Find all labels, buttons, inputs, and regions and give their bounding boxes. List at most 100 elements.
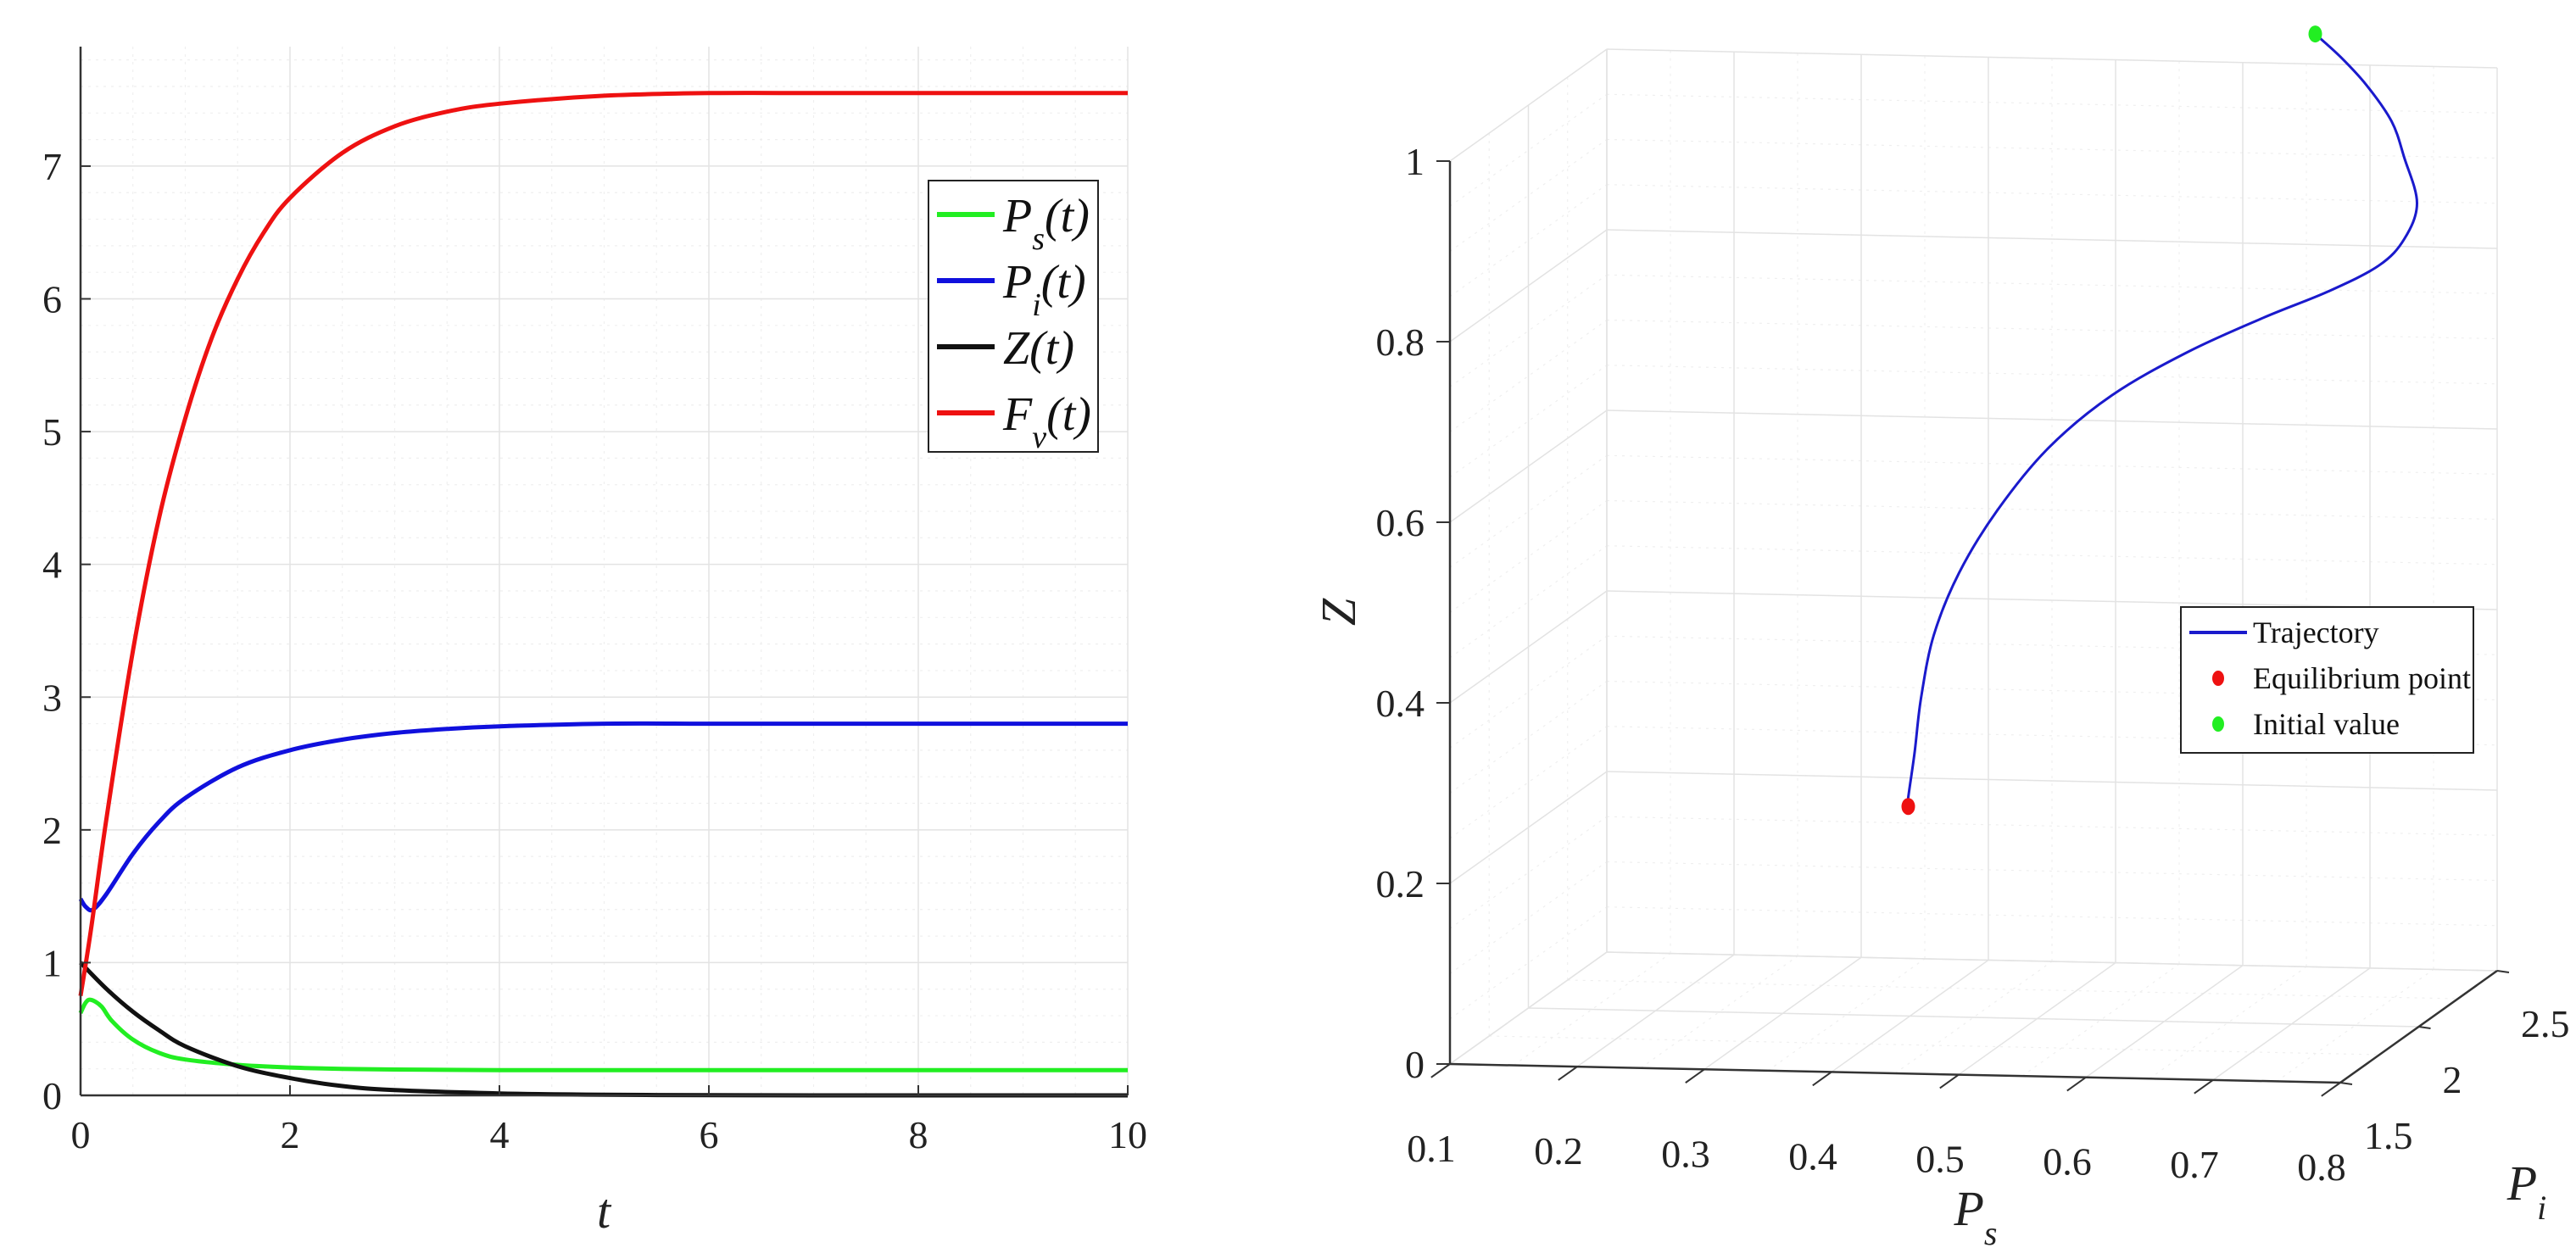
back-wall-minor-grid [1606,499,2498,521]
series-line-3 [78,91,1128,996]
floor-minor-grid [1640,955,1798,1069]
legend-label-3: Fv(t) [1002,388,1091,455]
ps-tick-mark [1685,1068,1705,1084]
back-wall-major-grid [1606,48,2498,69]
initial-value-marker [2308,25,2322,43]
ps-axis-label: Ps [1953,1181,1997,1252]
legend-box [928,180,1099,453]
ps-tick-label: 0.3 [1661,1132,1710,1175]
x-tick-label: 8 [909,1113,928,1156]
ps-tick-label: 0.4 [1788,1134,1837,1178]
y-tick-label: 6 [42,278,62,321]
3d-grid [1449,48,2498,1084]
side-wall-minor-grid [1449,500,1608,613]
legend3d-label-0: Trajectory [2253,616,2379,649]
ps-tick-label: 0.8 [2297,1145,2346,1189]
pi-tick-label: 2.5 [2521,1002,2570,1045]
3d-axes [1430,160,2510,1097]
y-tick-label: 5 [42,410,62,454]
floor-minor-grid [1489,1035,2380,1056]
x-tick-label: 0 [71,1113,91,1156]
3d-tick-labels: 0.1 0.2 0.3 0.4 0.5 0.6 0.7 0.8 1.5 2 2.5 0 0.2 0.4 0.… [1376,140,2570,1189]
3d-legend: Trajectory Equilibrium point Initial value [2180,606,2474,754]
floor-minor-grid [2276,968,2434,1082]
floor-minor-grid [1567,979,2458,1000]
side-wall-major-grid [1449,590,1608,704]
floor-minor-grid [1767,958,1926,1072]
legend3d-swatch-2 [2212,716,2224,732]
ps-tick-label: 0.1 [1407,1127,1456,1170]
ps-tick-mark [2321,1082,2341,1097]
back-wall-minor-grid [1606,319,2498,340]
ps-tick-label: 0.6 [2043,1140,2092,1184]
3d-axis-labels: Ps Pi Z [1311,598,2546,1251]
ps-tick-label: 0.5 [1915,1138,1965,1181]
side-wall-minor-grid [1449,320,1608,432]
side-wall-major-grid [1449,771,1608,884]
z-axis-label: Z [1311,598,1366,626]
pi-tick-mark [2339,1082,2353,1085]
ps-tick-mark [1939,1073,1960,1089]
pi-tick-label: 1.5 [2364,1114,2413,1157]
side-wall-minor-grid [1449,545,1608,659]
legend3d-label-2: Initial value [2253,707,2400,741]
back-wall-major-grid [1606,409,2498,430]
left-axes [79,47,1129,1097]
floor-major-grid [1528,1007,2419,1028]
ps-tick-label: 0.7 [2170,1143,2219,1186]
side-wall-major-grid [1449,409,1608,523]
y-tick-label: 7 [42,145,62,188]
legend3d-label-1: Equilibrium point [2253,661,2471,695]
x-tick-label: 6 [700,1113,719,1156]
x-tick-label: 2 [281,1113,300,1156]
series-line-0 [78,997,1128,1072]
side-wall-minor-grid [1449,726,1608,839]
ps-tick-label: 0.2 [1534,1129,1583,1173]
z-tick-label: 0.2 [1376,862,1425,905]
back-wall-minor-grid [1606,906,2498,927]
floor-minor-grid [1894,961,2053,1074]
floor-minor-grid [2021,963,2180,1077]
side-wall-major-grid [1449,951,1608,1065]
x-tick-label: 10 [1108,1113,1147,1156]
side-wall-minor-grid [1449,906,1608,1020]
back-wall-minor-grid [1606,816,2498,836]
x-tick-label: 4 [490,1113,510,1156]
back-wall-minor-grid [1606,184,2498,204]
back-wall-minor-grid [1606,138,2498,159]
y-tick-label: 3 [42,676,62,719]
z-tick-label: 1 [1405,140,1425,183]
back-wall-major-grid [1606,229,2498,249]
trajectory-line [1906,32,2419,807]
ps-axis-line [1449,1062,2341,1084]
y-tick-label: 1 [42,941,62,984]
side-wall-minor-grid [1449,861,1608,974]
left-tick-labels: 0 2 4 6 8 10 0 1 2 3 4 5 6 7 [42,145,1147,1156]
z-tick-label: 0 [1405,1043,1425,1086]
z-tick-label: 0.4 [1376,682,1425,725]
trajectory-group [1901,25,2419,816]
back-wall-minor-grid [1606,861,2498,882]
ps-tick-mark [2066,1076,2087,1092]
legend-label-1: Pi(t) [1002,256,1086,323]
equilibrium-point-marker [1901,798,1915,816]
back-wall-major-grid [1606,951,2498,972]
back-wall-minor-grid [1606,274,2498,294]
legend: Ps(t)Pi(t)Z(t) Fv(t) [928,180,1099,455]
side-wall-minor-grid [1449,139,1608,252]
back-wall-minor-grid [1606,365,2498,385]
y-tick-label: 4 [42,543,62,587]
ps-tick-mark [1812,1071,1832,1087]
back-wall-major-grid [1606,771,2498,791]
legend3d-swatch-1 [2212,671,2224,686]
side-wall-minor-grid [1449,816,1608,929]
y-tick-label: 2 [42,809,62,852]
series-line-2 [79,961,1128,1098]
back-wall-minor-grid [1606,93,2498,114]
pi-tick-mark [2496,970,2510,973]
y-tick-label: 0 [42,1074,62,1117]
back-wall-minor-grid [1606,454,2498,475]
pi-tick-label: 2 [2443,1058,2462,1101]
side-wall-minor-grid [1449,454,1608,568]
